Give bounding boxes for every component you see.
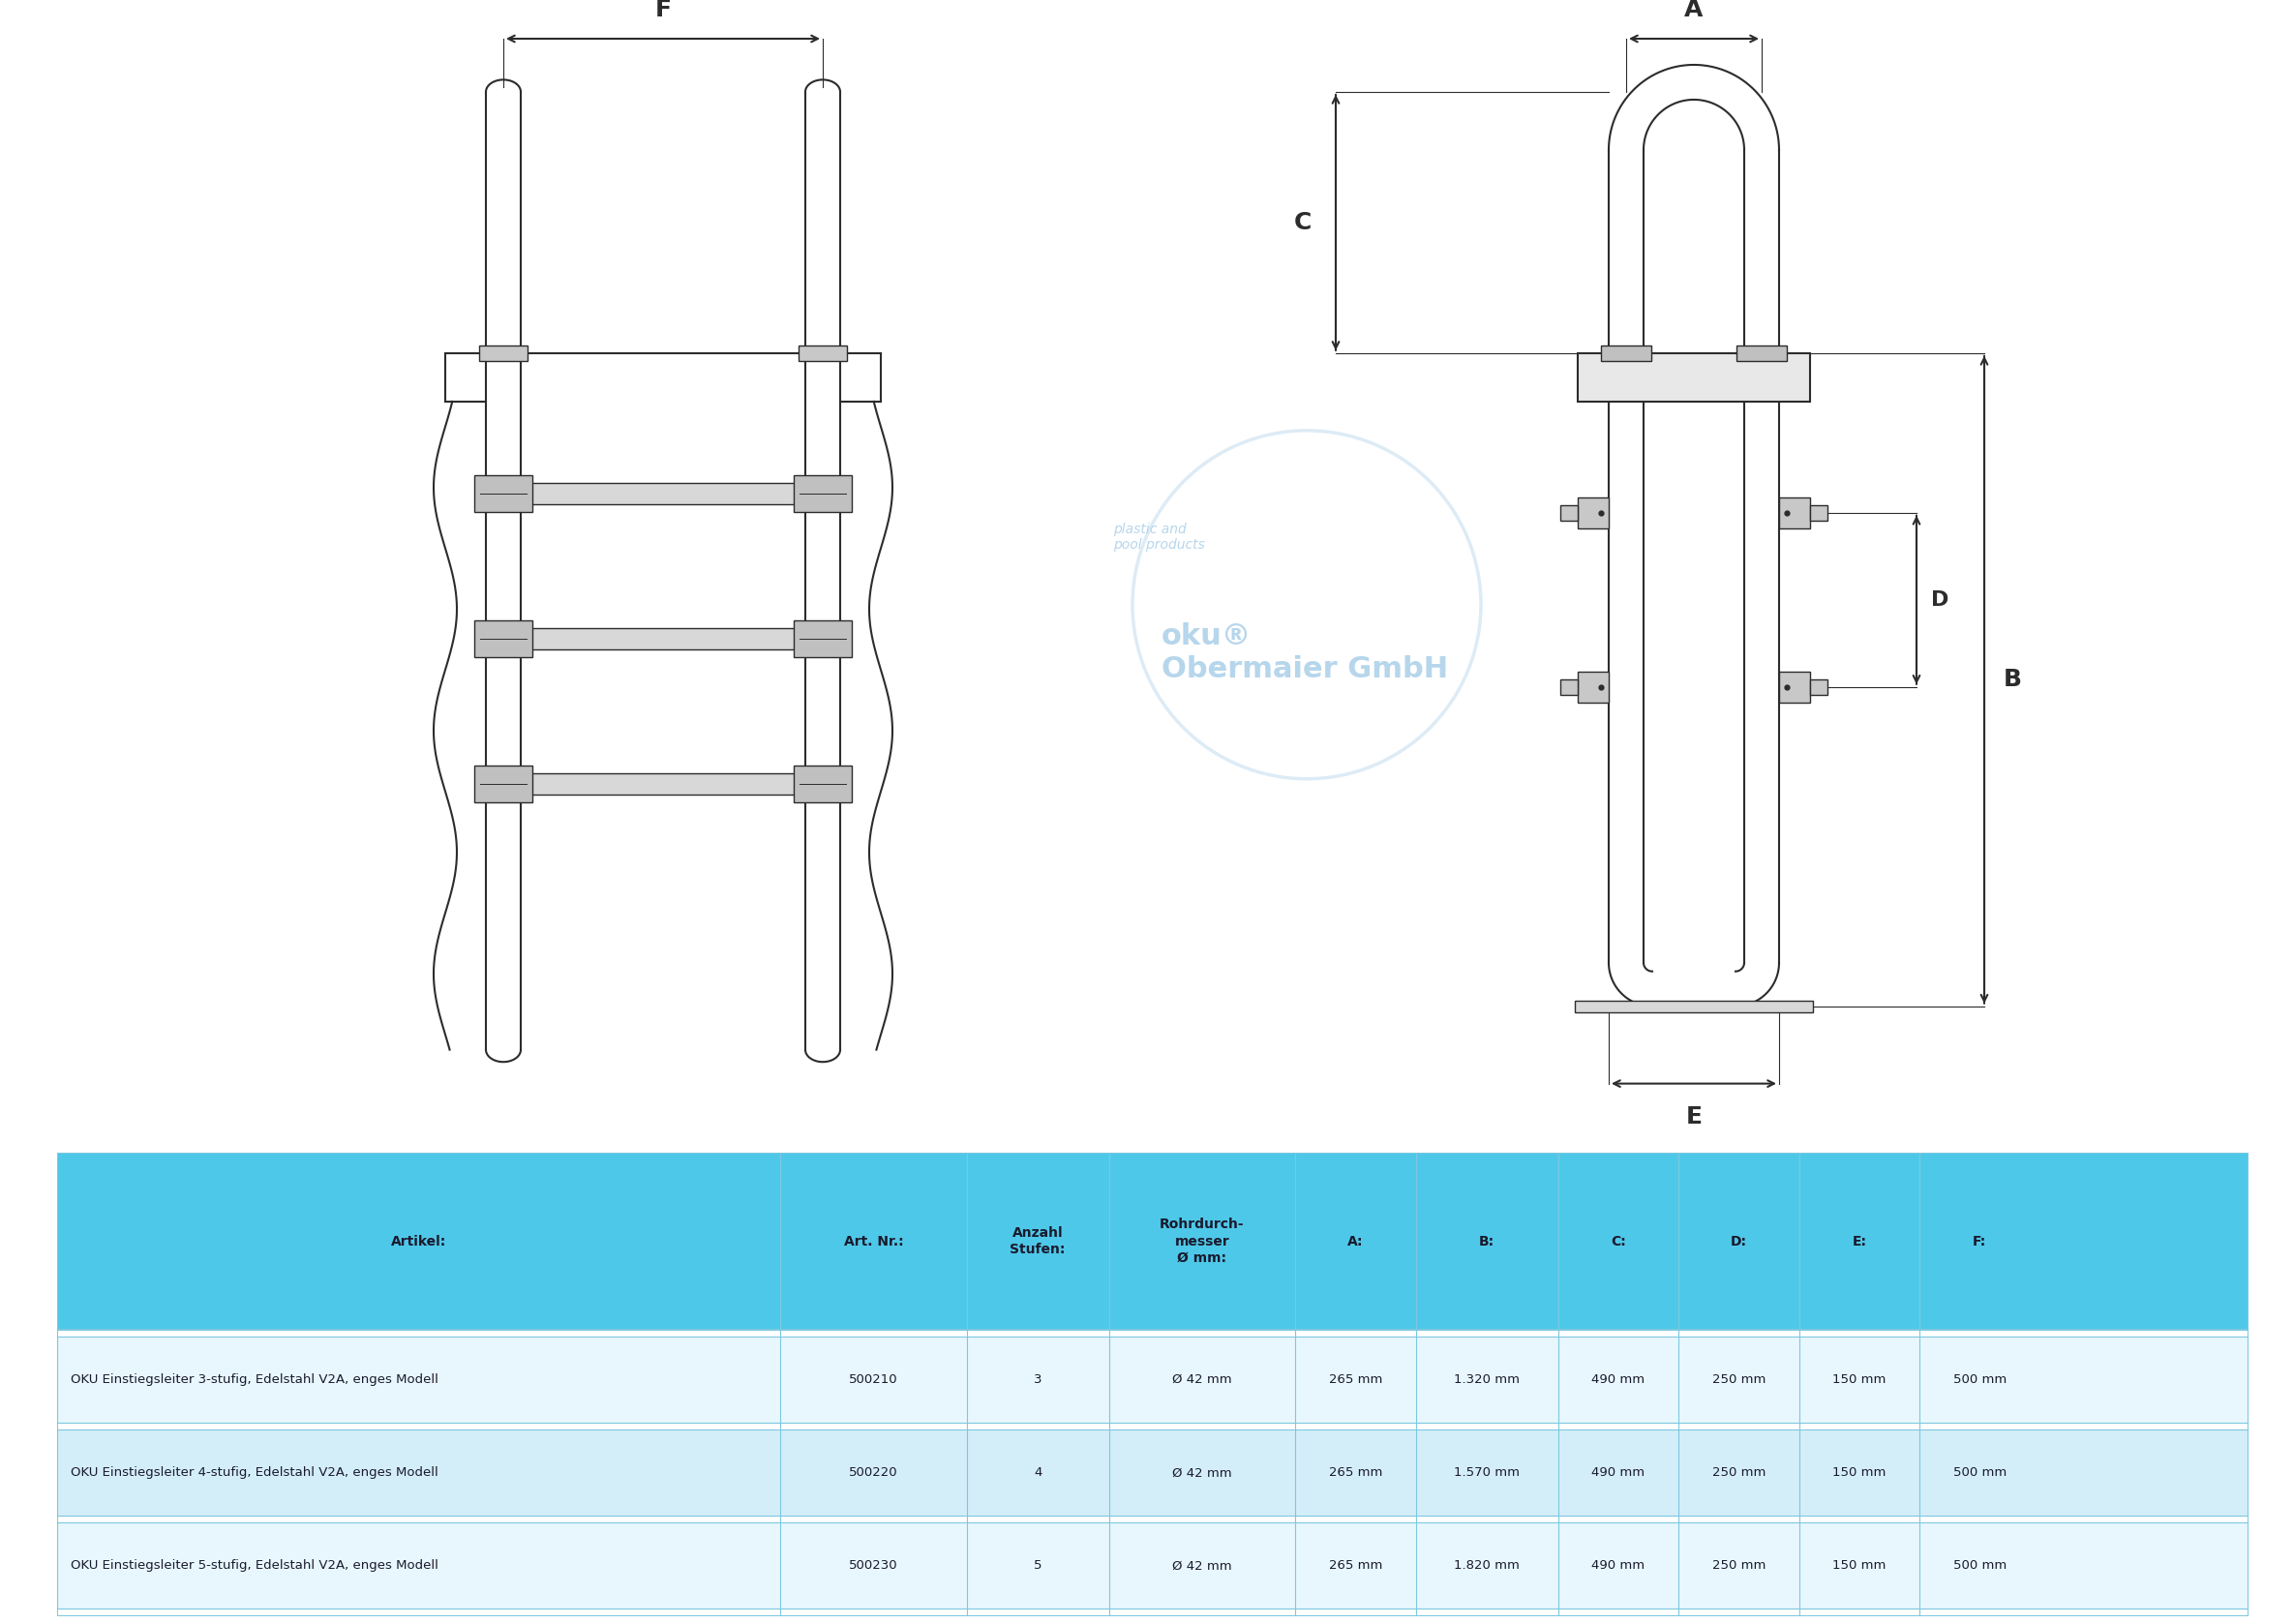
- Bar: [1737, 346, 1787, 361]
- Bar: [1780, 497, 1810, 528]
- Bar: [475, 476, 532, 512]
- Bar: [794, 765, 851, 802]
- Text: plastic and
pool products: plastic and pool products: [1113, 523, 1204, 552]
- Bar: [57, 1337, 2248, 1423]
- Bar: [1578, 497, 1608, 528]
- Text: F:: F:: [1973, 1234, 1987, 1249]
- Bar: [798, 346, 846, 361]
- Text: E:: E:: [1851, 1234, 1867, 1249]
- Text: oku®
Obermaier GmbH: oku® Obermaier GmbH: [1161, 622, 1448, 684]
- Bar: [1560, 679, 1578, 695]
- Text: 150 mm: 150 mm: [1833, 1559, 1886, 1572]
- Text: D: D: [1932, 590, 1950, 609]
- Bar: [1780, 671, 1810, 703]
- Text: Art. Nr.:: Art. Nr.:: [844, 1234, 904, 1249]
- Text: F: F: [654, 0, 672, 21]
- Text: D:: D:: [1730, 1234, 1748, 1249]
- Text: 490 mm: 490 mm: [1592, 1466, 1645, 1479]
- Text: B:: B:: [1480, 1234, 1496, 1249]
- Text: A: A: [1684, 0, 1702, 21]
- Text: 500220: 500220: [849, 1466, 897, 1479]
- Bar: [479, 346, 528, 361]
- Bar: [1578, 671, 1608, 703]
- Text: E: E: [1686, 1104, 1702, 1129]
- Text: 500 mm: 500 mm: [1952, 1374, 2007, 1387]
- Text: 1.320 mm: 1.320 mm: [1454, 1374, 1519, 1387]
- Text: 1.570 mm: 1.570 mm: [1454, 1466, 1519, 1479]
- Text: OKU Einstiegsleiter 3-stufig, Edelstahl V2A, enges Modell: OKU Einstiegsleiter 3-stufig, Edelstahl …: [71, 1374, 438, 1387]
- Text: 490 mm: 490 mm: [1592, 1374, 1645, 1387]
- Text: 265 mm: 265 mm: [1328, 1559, 1383, 1572]
- Text: 500210: 500210: [849, 1374, 897, 1387]
- Text: Anzahl
Stufen:: Anzahl Stufen:: [1009, 1226, 1064, 1257]
- Text: 250 mm: 250 mm: [1711, 1466, 1766, 1479]
- Bar: [57, 1523, 2248, 1609]
- Bar: [475, 765, 532, 802]
- Text: 490 mm: 490 mm: [1592, 1559, 1645, 1572]
- Bar: [502, 773, 824, 794]
- Bar: [502, 482, 824, 503]
- Bar: [1810, 679, 1828, 695]
- Bar: [1560, 505, 1578, 521]
- Text: Artikel:: Artikel:: [390, 1234, 447, 1249]
- Text: C:: C:: [1610, 1234, 1626, 1249]
- Bar: [794, 620, 851, 658]
- Bar: [1601, 346, 1652, 361]
- Text: Ø 42 mm: Ø 42 mm: [1172, 1559, 1232, 1572]
- Text: 4: 4: [1035, 1466, 1041, 1479]
- Text: OKU Einstiegsleiter 4-stufig, Edelstahl V2A, enges Modell: OKU Einstiegsleiter 4-stufig, Edelstahl …: [71, 1466, 438, 1479]
- Text: 3: 3: [1035, 1374, 1041, 1387]
- Text: Ø 42 mm: Ø 42 mm: [1172, 1466, 1232, 1479]
- Text: 265 mm: 265 mm: [1328, 1374, 1383, 1387]
- Text: 150 mm: 150 mm: [1833, 1374, 1886, 1387]
- Text: Rohrdurch-
messer
Ø mm:: Rohrdurch- messer Ø mm:: [1161, 1218, 1243, 1265]
- Bar: [794, 476, 851, 512]
- Text: 250 mm: 250 mm: [1711, 1374, 1766, 1387]
- Text: 265 mm: 265 mm: [1328, 1466, 1383, 1479]
- Text: 250 mm: 250 mm: [1711, 1559, 1766, 1572]
- Text: Ø 42 mm: Ø 42 mm: [1172, 1374, 1232, 1387]
- FancyBboxPatch shape: [1578, 352, 1810, 401]
- Text: 150 mm: 150 mm: [1833, 1466, 1886, 1479]
- Text: 500230: 500230: [849, 1559, 897, 1572]
- Bar: [502, 628, 824, 650]
- Text: 1.820 mm: 1.820 mm: [1454, 1559, 1519, 1572]
- Text: B: B: [2003, 667, 2021, 692]
- Text: 5: 5: [1035, 1559, 1041, 1572]
- Text: 500 mm: 500 mm: [1952, 1559, 2007, 1572]
- Text: C: C: [1294, 211, 1312, 234]
- Bar: [57, 1153, 2248, 1330]
- Text: A:: A:: [1347, 1234, 1363, 1249]
- Bar: [1574, 1000, 1812, 1012]
- Bar: [57, 1429, 2248, 1515]
- Text: 500 mm: 500 mm: [1952, 1466, 2007, 1479]
- Bar: [1810, 505, 1828, 521]
- Bar: [475, 620, 532, 658]
- Text: OKU Einstiegsleiter 5-stufig, Edelstahl V2A, enges Modell: OKU Einstiegsleiter 5-stufig, Edelstahl …: [71, 1559, 438, 1572]
